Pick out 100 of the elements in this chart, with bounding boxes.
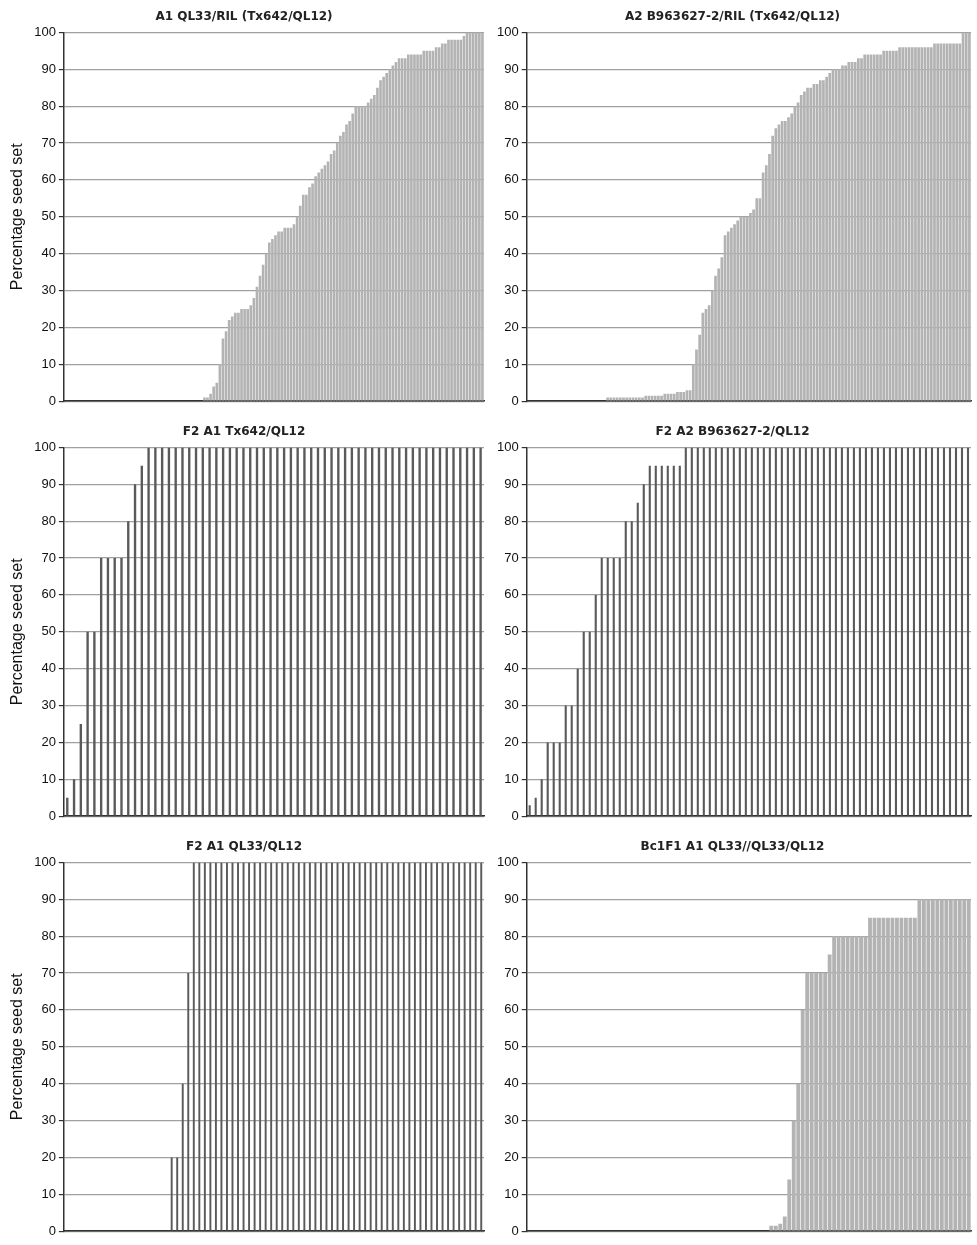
bar: [859, 936, 863, 1231]
bar: [600, 558, 603, 816]
bar: [918, 447, 922, 816]
bar: [846, 447, 849, 816]
bar: [625, 397, 629, 401]
y-tick-label: 20: [504, 734, 519, 750]
bar: [882, 447, 885, 816]
bar: [696, 447, 699, 816]
bar: [809, 973, 814, 1231]
chart-title: F2 A1 Tx642/QL12: [182, 424, 306, 439]
bar: [606, 558, 609, 816]
y-tick-label: 20: [41, 734, 56, 750]
bar: [230, 316, 234, 401]
bar: [935, 899, 940, 1231]
bar: [786, 447, 789, 816]
bar: [966, 899, 971, 1231]
bar: [957, 899, 962, 1231]
y-tick-label: 30: [504, 282, 519, 298]
bar: [836, 936, 841, 1231]
bar: [774, 128, 778, 401]
bar: [660, 465, 663, 816]
bar: [552, 742, 555, 816]
bar: [783, 120, 787, 401]
y-tick-label: 90: [504, 60, 519, 76]
bar: [939, 899, 944, 1231]
y-tick-label: 0: [511, 392, 519, 408]
bar: [850, 936, 854, 1231]
y-tick-label: 0: [48, 392, 56, 408]
y-tick-label: 20: [41, 1149, 56, 1165]
bar: [926, 899, 931, 1231]
y-tick-label: 40: [41, 660, 56, 676]
bar: [234, 312, 237, 401]
bar: [242, 447, 245, 816]
bar: [917, 899, 922, 1231]
bar: [576, 668, 579, 816]
bar: [582, 631, 585, 816]
bar: [407, 54, 410, 401]
bar: [181, 447, 184, 816]
bar: [773, 1225, 778, 1231]
bar: [780, 120, 784, 401]
y-tick-label: 50: [41, 623, 56, 639]
bar: [630, 521, 633, 816]
bar: [636, 502, 639, 816]
bar: [558, 742, 561, 816]
y-tick-label: 80: [41, 97, 56, 113]
bar: [962, 899, 967, 1231]
bar: [769, 1225, 774, 1231]
bar: [852, 447, 855, 816]
y-tick-label: 80: [504, 97, 519, 113]
bar: [208, 447, 211, 816]
bar: [960, 447, 964, 816]
y-tick-label: 60: [504, 1001, 519, 1017]
bar: [280, 231, 283, 401]
bar: [203, 397, 206, 401]
bar: [841, 936, 845, 1231]
bar: [876, 54, 879, 401]
bar: [966, 447, 970, 816]
bar: [924, 447, 928, 816]
bar: [391, 447, 394, 816]
bar: [425, 447, 428, 816]
y-tick-label: 70: [504, 549, 519, 565]
bar: [657, 395, 660, 401]
y-tick-label: 100: [496, 23, 519, 39]
bar: [418, 447, 421, 816]
bar: [357, 447, 360, 816]
bar: [822, 447, 825, 816]
bar: [929, 47, 933, 401]
bar: [276, 447, 279, 816]
bar: [624, 521, 627, 816]
y-tick-label: 70: [504, 964, 519, 980]
bar: [944, 899, 949, 1231]
bar: [895, 917, 899, 1231]
bar: [953, 899, 958, 1231]
y-tick-label: 30: [41, 282, 56, 298]
bar: [570, 705, 573, 816]
bar: [479, 447, 482, 816]
bar: [832, 936, 837, 1231]
bar: [732, 447, 735, 816]
bar: [666, 465, 669, 816]
bar: [762, 447, 765, 816]
bar: [672, 465, 675, 816]
bar: [546, 742, 549, 816]
bar: [917, 47, 920, 401]
y-tick-label: 100: [34, 853, 56, 869]
bar: [768, 447, 771, 816]
bar: [840, 447, 843, 816]
y-tick-label: 80: [504, 927, 519, 943]
y-tick-label: 30: [504, 697, 519, 713]
bar: [792, 447, 795, 816]
bar: [921, 899, 926, 1231]
bar: [564, 705, 567, 816]
bar: [898, 47, 901, 401]
bar: [714, 447, 717, 816]
y-axis-title: Percentage seed set: [8, 142, 26, 291]
bar: [810, 447, 813, 816]
y-tick-label: 10: [504, 355, 519, 371]
bar: [678, 465, 681, 816]
y-tick-label: 40: [41, 245, 56, 261]
bar: [301, 194, 305, 401]
bar: [215, 447, 218, 816]
